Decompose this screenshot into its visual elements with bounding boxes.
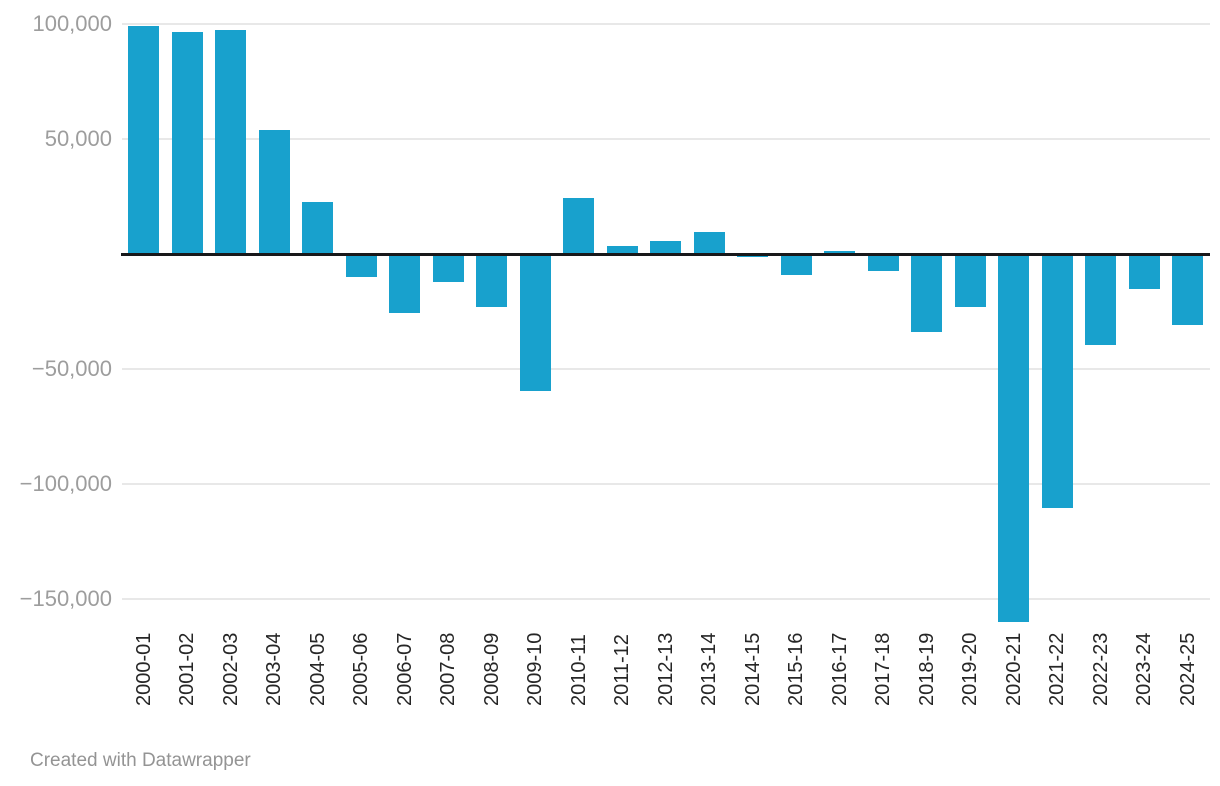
bar-2008-09[interactable]: [476, 254, 507, 307]
x-axis-tick-label: 2001-02: [176, 632, 198, 706]
bar-2006-07[interactable]: [389, 254, 420, 313]
bar-2003-04[interactable]: [258, 129, 290, 254]
bar-2005-06[interactable]: [345, 254, 377, 278]
bar-2021-22[interactable]: [1041, 254, 1073, 509]
x-axis-tick-label: 2007-08: [437, 632, 459, 706]
bar-2001-02[interactable]: [171, 31, 203, 254]
bar-2015-16[interactable]: [780, 254, 812, 275]
gridline-100000: [122, 22, 1210, 25]
bar-2013-14[interactable]: [693, 232, 725, 254]
bar-2012-13[interactable]: [650, 241, 681, 254]
x-axis-tick-label: 2024-25: [1176, 632, 1199, 706]
zero-axis-line: [121, 252, 1210, 256]
gridline--50000: [122, 368, 1210, 371]
bar-2023-24[interactable]: [1128, 254, 1160, 289]
x-axis-tick-label: 2010-11: [567, 634, 590, 706]
x-axis-tick-label: 2023-24: [1133, 632, 1155, 706]
x-axis-tick-label: 2006-07: [393, 632, 416, 706]
x-axis-tick-label: 2017-18: [872, 632, 894, 706]
bar-2002-03[interactable]: [215, 29, 246, 254]
x-axis-tick-label: 2020-21: [1002, 632, 1025, 706]
x-axis-tick-label: 2002-03: [219, 632, 242, 706]
bar-2010-11[interactable]: [563, 197, 594, 254]
datawrapper-attribution-link[interactable]: Created with Datawrapper: [30, 750, 251, 771]
x-axis-tick-label: 2015-16: [785, 632, 807, 706]
gridline-50000: [122, 137, 1210, 140]
x-axis-tick-label: 2019-20: [959, 632, 981, 706]
bar-2000-01[interactable]: [128, 26, 159, 254]
bar-2018-19[interactable]: [911, 254, 942, 333]
bar-2024-25[interactable]: [1172, 254, 1203, 326]
y-axis-tick-label: −50,000: [31, 356, 112, 382]
x-axis-tick-label: 2000-01: [132, 632, 155, 706]
bar-2022-23[interactable]: [1085, 254, 1116, 345]
bar-2014-15[interactable]: [737, 254, 768, 258]
bar-2009-10[interactable]: [519, 254, 551, 391]
bar-2020-21[interactable]: [998, 254, 1029, 623]
x-axis-tick-label: 2004-05: [306, 632, 329, 706]
x-axis-tick-label: 2021-22: [1046, 632, 1068, 706]
y-axis-tick-label: −150,000: [19, 586, 112, 612]
x-axis-tick-label: 2018-19: [915, 632, 938, 706]
x-axis-tick-label: 2008-09: [480, 632, 503, 706]
bar-2019-20[interactable]: [954, 254, 986, 307]
x-axis-tick-label: 2012-13: [654, 632, 677, 706]
x-axis-tick-label: 2014-15: [741, 632, 764, 706]
bar-2017-18[interactable]: [867, 254, 899, 272]
x-axis-tick-label: 2013-14: [698, 632, 720, 706]
bar-2016-17[interactable]: [824, 250, 855, 254]
bar-2004-05[interactable]: [302, 202, 333, 254]
bar-2011-12[interactable]: [606, 245, 638, 254]
bar-2007-08[interactable]: [432, 254, 464, 282]
x-axis-tick-label: 2003-04: [263, 632, 285, 706]
x-axis-tick-label: 2009-10: [524, 632, 546, 706]
x-axis-tick-label: 2016-17: [828, 632, 851, 706]
y-axis-tick-label: −100,000: [19, 471, 112, 497]
x-axis-tick-label: 2022-23: [1089, 632, 1112, 706]
x-axis-tick-label: 2005-06: [350, 632, 372, 706]
y-axis-tick-label: 50,000: [44, 125, 112, 151]
x-axis-tick-label: 2011-12: [611, 634, 633, 706]
gridline--100000: [122, 483, 1210, 486]
gridline--150000: [122, 598, 1210, 601]
y-axis-tick-label: 100,000: [32, 10, 112, 36]
